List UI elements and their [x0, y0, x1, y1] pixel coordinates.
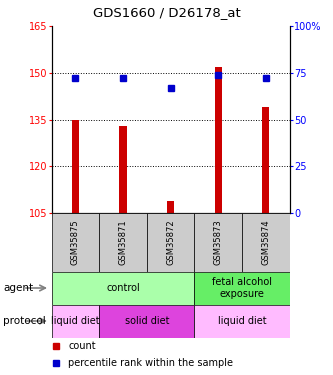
Bar	[72, 120, 79, 213]
Text: GSM35875: GSM35875	[71, 220, 80, 265]
Bar	[194, 272, 290, 304]
Bar	[52, 304, 99, 338]
Bar	[242, 213, 290, 272]
Text: liquid diet: liquid diet	[51, 316, 100, 326]
Text: agent: agent	[3, 283, 33, 293]
Text: GDS1660 / D26178_at: GDS1660 / D26178_at	[93, 6, 240, 19]
Text: fetal alcohol
exposure: fetal alcohol exposure	[212, 277, 272, 299]
Bar	[215, 66, 222, 213]
Text: GSM35871: GSM35871	[119, 220, 128, 265]
Text: GSM35872: GSM35872	[166, 220, 175, 265]
Text: percentile rank within the sample: percentile rank within the sample	[68, 358, 233, 368]
Text: liquid diet: liquid diet	[218, 316, 266, 326]
Text: control: control	[106, 283, 140, 293]
Bar	[194, 304, 290, 338]
Text: protocol: protocol	[3, 316, 46, 326]
Bar	[99, 213, 147, 272]
Bar	[52, 272, 194, 304]
Bar	[52, 213, 99, 272]
Bar	[147, 213, 194, 272]
Bar	[167, 201, 174, 213]
Bar	[120, 126, 127, 213]
Bar	[262, 107, 269, 213]
Bar	[194, 213, 242, 272]
Text: count: count	[68, 341, 96, 351]
Text: GSM35874: GSM35874	[261, 220, 270, 265]
Text: GSM35873: GSM35873	[214, 219, 223, 265]
Bar	[99, 304, 194, 338]
Text: solid diet: solid diet	[125, 316, 169, 326]
